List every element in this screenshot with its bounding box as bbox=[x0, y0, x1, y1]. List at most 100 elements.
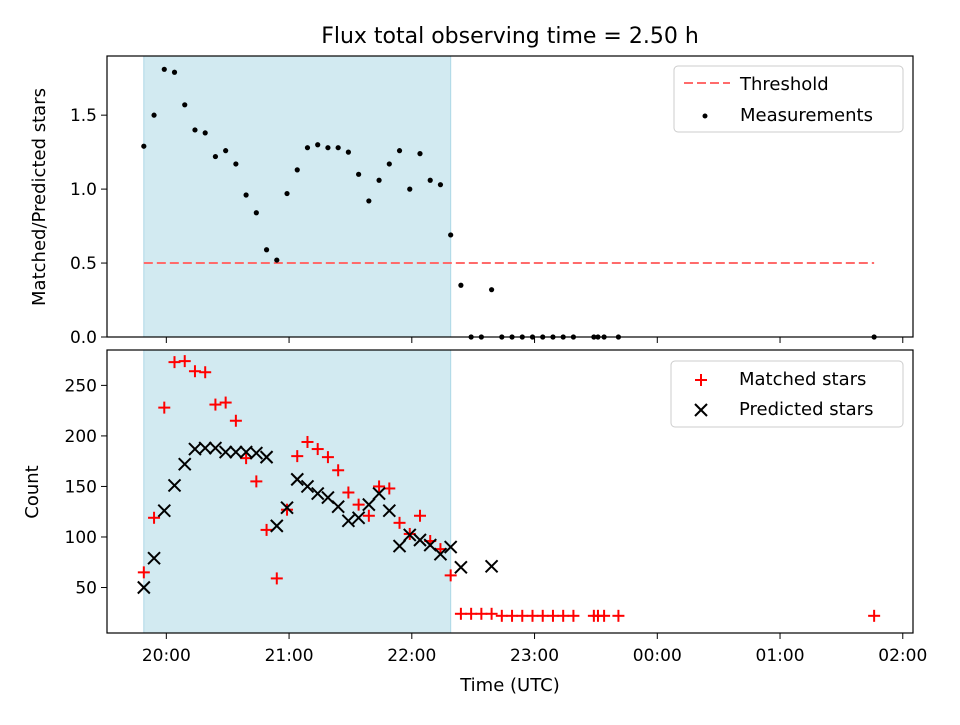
predicted-star-point bbox=[300, 479, 315, 494]
matched-star-point bbox=[260, 523, 273, 536]
predicted-star-point bbox=[310, 486, 325, 501]
legend-bottom: Matched stars Predicted stars bbox=[670, 360, 904, 428]
measurement-point bbox=[376, 177, 382, 183]
predicted-star-point bbox=[341, 514, 356, 528]
legend-matched-label: Matched stars bbox=[739, 369, 866, 390]
predicted-star-point bbox=[443, 540, 458, 554]
bottom-x-tick-label: 00:00 bbox=[633, 646, 682, 666]
bottom-shaded-region bbox=[143, 349, 452, 634]
predicted-star-point-b bbox=[454, 560, 468, 575]
bottom-y-tick-label: 250 bbox=[65, 376, 97, 396]
bottom-panel: 50 100 150 200 250 20:00 21:00 22:00 23:00 00:00 0… bbox=[65, 349, 927, 666]
matched-star-point bbox=[454, 607, 467, 620]
matched-star-point bbox=[321, 451, 334, 464]
measurement-point bbox=[315, 142, 321, 148]
matched-star-point bbox=[546, 609, 559, 622]
legend-matched-swatch bbox=[695, 374, 707, 386]
predicted-star-point bbox=[484, 559, 499, 573]
measurement-point bbox=[417, 151, 423, 157]
predicted-star-point-b bbox=[137, 580, 151, 595]
measurement-point bbox=[171, 69, 178, 75]
predicted-star-point-b bbox=[218, 445, 233, 459]
matched-star-point bbox=[219, 396, 232, 409]
matched-star-point bbox=[332, 464, 345, 477]
predicted-star-point-b bbox=[341, 514, 356, 528]
matched-star-point bbox=[516, 609, 529, 622]
top-y-tick-label: 1.5 bbox=[70, 106, 97, 126]
predicted-star-point-b bbox=[392, 539, 407, 553]
measurement-point bbox=[437, 182, 444, 188]
predicted-star-point bbox=[382, 503, 397, 518]
measurement-point bbox=[233, 161, 239, 167]
matched-star-point bbox=[178, 355, 191, 368]
matched-star-point bbox=[526, 609, 539, 622]
predicted-star-point-b bbox=[229, 445, 243, 459]
predicted-star-point bbox=[270, 519, 284, 533]
predicted-star-point bbox=[331, 499, 345, 514]
matched-star-point bbox=[868, 609, 881, 622]
measurement-point bbox=[396, 148, 403, 154]
legend-top: Threshold Measurements bbox=[673, 65, 904, 133]
matched-star-point bbox=[598, 609, 611, 622]
bottom-y-tick-label: 150 bbox=[65, 477, 97, 497]
matched-star-point bbox=[301, 435, 314, 448]
predicted-star-point-b bbox=[321, 490, 335, 505]
measurement-point bbox=[448, 232, 454, 238]
matched-star-point bbox=[311, 443, 324, 456]
predicted-star-point-b bbox=[249, 446, 264, 460]
matched-star-point bbox=[475, 607, 488, 620]
bottom-x-tick-label: 20:00 bbox=[142, 646, 191, 666]
x-axis-label: Time (UTC) bbox=[459, 675, 560, 696]
top-shaded-region bbox=[143, 55, 452, 338]
measurement-point bbox=[223, 148, 229, 154]
legend-predicted-label: Predicted stars bbox=[739, 399, 873, 420]
predicted-star-point bbox=[454, 560, 468, 575]
top-y-tick-label: 0.0 bbox=[70, 328, 97, 348]
measurement-point bbox=[345, 149, 351, 155]
matched-star-point bbox=[444, 569, 457, 582]
predicted-star-point-b bbox=[280, 500, 294, 515]
predicted-star-point-b bbox=[188, 442, 202, 456]
measurement-point bbox=[488, 287, 495, 293]
legend-predicted-swatch bbox=[694, 403, 708, 417]
measurement-point bbox=[284, 190, 290, 197]
legend-threshold-label: Threshold bbox=[739, 74, 829, 95]
predicted-star-point bbox=[137, 580, 151, 595]
matched-star-point bbox=[495, 609, 508, 622]
matched-star-point bbox=[393, 516, 406, 529]
measurement-point bbox=[212, 153, 219, 160]
matched-star-point bbox=[536, 609, 549, 622]
matched-star-point bbox=[291, 450, 304, 463]
measurement-point bbox=[253, 210, 259, 216]
predicted-star-point bbox=[259, 450, 274, 464]
measurement-point bbox=[386, 161, 392, 167]
predicted-star-point-b bbox=[300, 479, 315, 494]
top-y-tick-label: 1.0 bbox=[70, 180, 97, 200]
matched-star-point bbox=[373, 480, 386, 493]
bottom-y-tick-label: 200 bbox=[65, 427, 97, 447]
matched-star-point bbox=[199, 366, 212, 379]
legend-measurements-swatch bbox=[702, 113, 708, 119]
measurement-point bbox=[141, 143, 147, 149]
measurement-point bbox=[356, 171, 362, 177]
top-axes-frame bbox=[106, 55, 914, 338]
matched-star-point bbox=[485, 607, 498, 620]
predicted-star-point bbox=[280, 500, 294, 515]
bottom-x-tick-label: 02:00 bbox=[878, 646, 927, 666]
predicted-star-point-b bbox=[423, 538, 437, 552]
matched-star-point bbox=[137, 566, 150, 579]
bottom-x-tick-label: 23:00 bbox=[510, 646, 559, 666]
predicted-star-point-b bbox=[351, 511, 366, 525]
matched-star-point bbox=[465, 607, 478, 620]
matched-star-point bbox=[352, 498, 365, 511]
matched-star-point bbox=[158, 401, 171, 414]
predicted-star-point-b bbox=[167, 478, 182, 493]
matched-star-point bbox=[281, 503, 294, 516]
predicted-star-point-b bbox=[433, 547, 448, 561]
bottom-axes-frame bbox=[106, 349, 914, 634]
predicted-star-point bbox=[413, 533, 427, 547]
matched-star-point bbox=[148, 511, 161, 524]
predicted-star-point-b bbox=[484, 559, 499, 573]
measurement-point bbox=[243, 192, 249, 198]
